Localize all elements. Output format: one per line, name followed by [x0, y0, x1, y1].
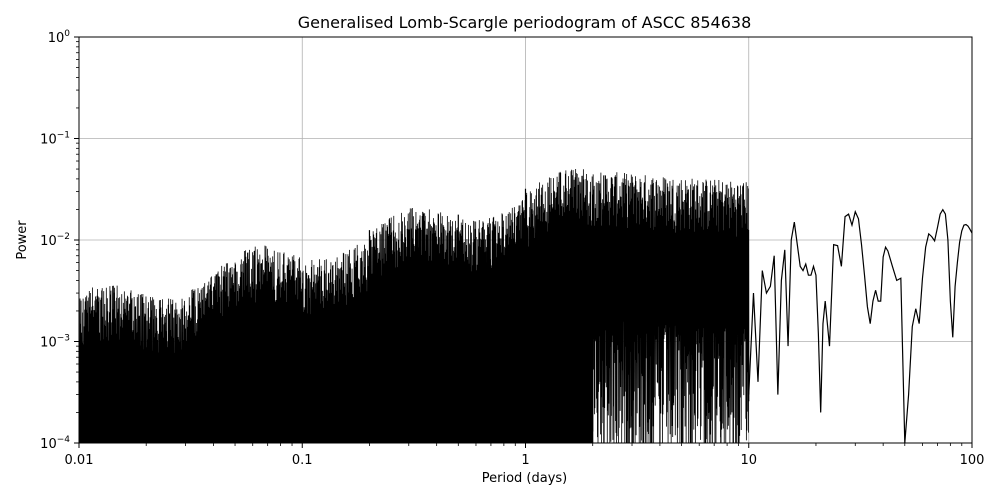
y-axis-label: Power [15, 220, 30, 260]
y-tick-label: 10−3 [40, 334, 70, 351]
chart-title: Generalised Lomb-Scargle periodogram of … [298, 13, 752, 32]
y-tick-label: 10−4 [40, 435, 70, 452]
y-tick-label: 10−1 [40, 131, 70, 148]
x-tick-label: 100 [960, 453, 985, 468]
x-tick-label: 0.01 [65, 453, 94, 468]
axis-ticks: 0.01 0.1 1 10 100 10−4 10−3 10−2 10−1 100 [40, 29, 984, 468]
x-tick-label: 0.1 [292, 453, 313, 468]
periodogram-dense-fill [79, 239, 593, 443]
y-tick-label: 10−2 [40, 232, 70, 249]
x-tick-label: 1 [521, 453, 529, 468]
data-series [79, 169, 972, 443]
x-axis-label: Period (days) [482, 471, 568, 486]
x-tick-label: 10 [740, 453, 757, 468]
y-tick-label: 100 [48, 29, 71, 46]
periodogram-series-line [748, 208, 972, 443]
